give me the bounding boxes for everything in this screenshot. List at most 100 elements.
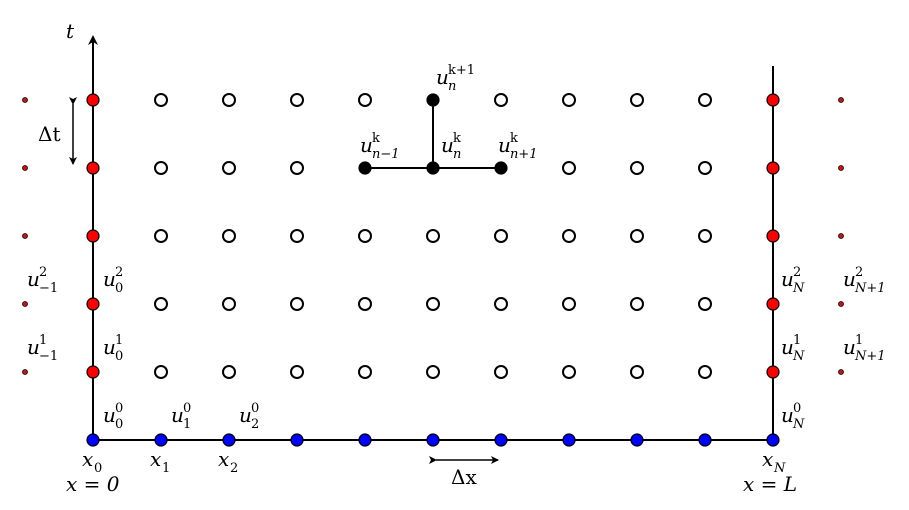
boundary-node [766,297,780,311]
label-base: x [150,447,161,471]
label-base: u [27,267,40,291]
stencil-node [494,161,508,175]
stencil-node [358,161,372,175]
interior-node [494,229,508,243]
initial-node [154,433,168,447]
label-superscript: 0 [251,401,259,416]
label-subscript: n−1 [372,147,400,162]
label-base: u [441,133,454,157]
label-subscript: 0 [115,417,123,432]
label-superscript: 2 [855,265,863,280]
interior-node [698,365,712,379]
boundary-node [766,161,780,175]
label-subscript: 1 [183,417,191,432]
stencil-node [426,93,440,107]
label-right-boundary: u 2N [781,265,805,296]
initial-node [222,433,236,447]
initial-node [426,433,440,447]
dt-label: Δt [38,122,60,146]
interior-node [358,93,372,107]
initial-node [698,433,712,447]
label-base: u [436,65,449,89]
node-labels: u 00u 10u 20u 01 u 02 u 0Nu 1Nu 2Nu 1−1u 2−1u 1N+1u 2N… [27,63,886,432]
label-base: u [781,403,794,427]
label-subscript: N [773,461,786,476]
interior-node [154,229,168,243]
label-base: u [103,335,116,359]
interior-node [290,161,304,175]
interior-node [562,365,576,379]
boundary-node [766,229,780,243]
label-base: u [103,267,116,291]
interior-node [426,297,440,311]
stencil-node [426,161,440,175]
label-ghost-left: u 2−1 [27,265,58,296]
initial-node [494,433,508,447]
label-subscript: 0 [115,281,123,296]
interior-node [222,365,236,379]
interior-node [630,297,644,311]
label-left-boundary: u 00 [103,401,123,432]
label-superscript: 1 [39,333,47,348]
interior-node [698,229,712,243]
boundary-node [86,161,100,175]
label-subscript: 0 [115,349,123,364]
boundary-node [86,229,100,243]
label-superscript: k [510,131,518,146]
label-ghost-left: u 1−1 [27,333,58,364]
label-subscript: n [448,79,456,94]
label-base: u [843,335,856,359]
label-initial: u 02 [239,401,259,432]
label-superscript: 1 [115,333,123,348]
boundary-node [86,365,100,379]
interior-node [222,297,236,311]
interior-node [222,161,236,175]
right-boundary-equation: x = L [743,472,797,496]
interior-node [698,297,712,311]
initial-node [562,433,576,447]
ghost-node-left [22,97,28,103]
label-subscript: 1 [162,461,170,476]
label-ghost-right: u 2N+1 [843,265,886,296]
label-subscript: N [792,349,805,364]
label-stencil-left: u kn−1 [360,131,400,162]
label-superscript: 2 [793,265,801,280]
interior-node [562,161,576,175]
initial-node [290,433,304,447]
label-right-boundary: u 1N [781,333,805,364]
initial-node [358,433,372,447]
ghost-node-right [838,97,844,103]
interior-node [222,229,236,243]
interior-node [630,161,644,175]
label-base: x [218,447,229,471]
interior-node [630,229,644,243]
interior-node [426,365,440,379]
label-superscript: 1 [855,333,863,348]
interior-node [154,161,168,175]
label-subscript: N [792,417,805,432]
label-stencil-right: u kn+1 [498,131,538,162]
label-subscript: −1 [39,349,58,364]
label-subscript: N+1 [854,281,886,296]
label-base: u [843,267,856,291]
interior-node [562,93,576,107]
label-ghost-right: u 1N+1 [843,333,886,364]
interior-node [358,297,372,311]
label-base: u [103,403,116,427]
boundary-node [766,93,780,107]
initial-node [86,433,100,447]
interior-node [358,365,372,379]
interior-node [494,297,508,311]
interior-node [290,93,304,107]
boundary-node [766,365,780,379]
label-base: u [498,133,511,157]
label-right-boundary: u 0N [781,401,805,432]
interior-node [630,93,644,107]
label-superscript: 1 [793,333,801,348]
ghost-node-right [838,369,844,375]
label-subscript: 2 [230,461,238,476]
label-subscript: 2 [251,417,259,432]
